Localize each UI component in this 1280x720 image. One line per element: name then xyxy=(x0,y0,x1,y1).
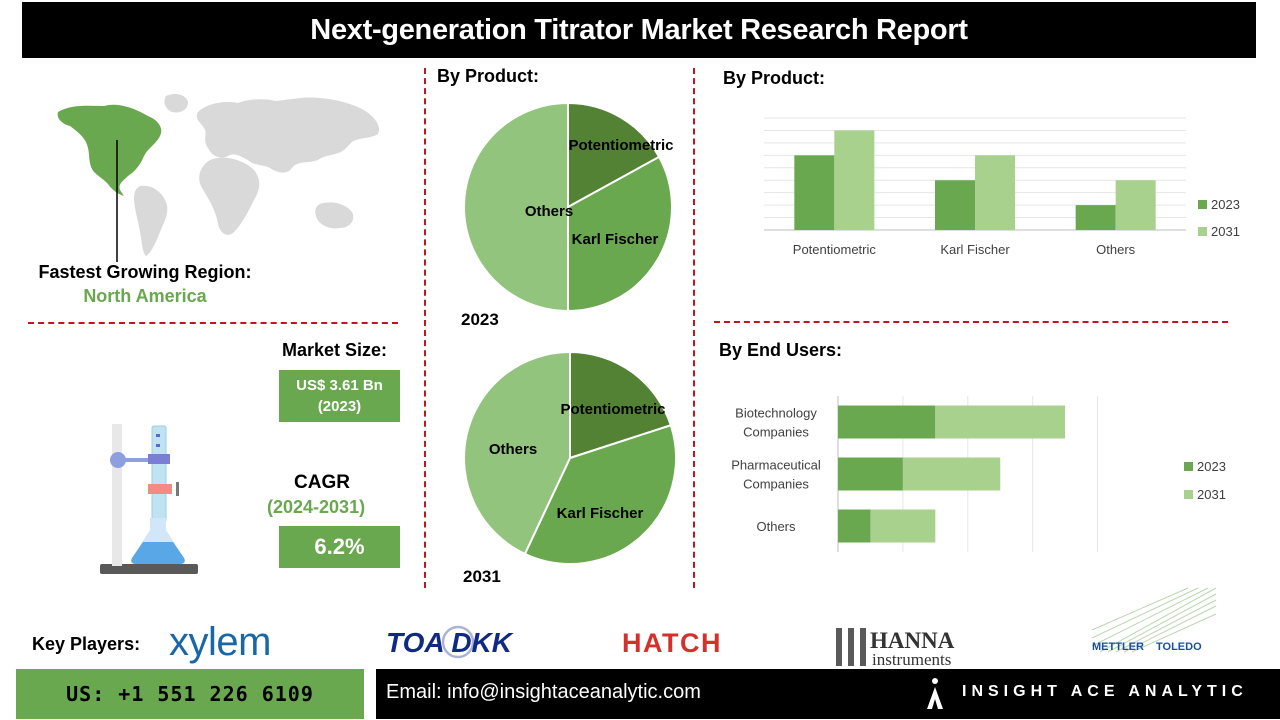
pie-slice-karl-fischer xyxy=(567,155,673,313)
hbar-biotechnology-companies-2023 xyxy=(838,405,936,439)
australia-shape xyxy=(315,202,354,229)
hatch-logo: HATCH xyxy=(622,628,722,658)
pie-chart-2031: Potentiometric Karl Fischer Others xyxy=(463,350,677,565)
bar-category-label: Karl Fischer xyxy=(940,242,1010,257)
market-size-label: Market Size: xyxy=(282,340,388,360)
hbar-legend-label-2031: 2031 xyxy=(1197,487,1226,502)
clamp-arm xyxy=(124,458,156,462)
pie-label-others: Others xyxy=(489,441,537,458)
hbar-others-2031 xyxy=(870,509,936,543)
pie-chart-2023: Potentiometric Karl Fischer Others xyxy=(463,101,674,313)
bar-category-label: Others xyxy=(1096,242,1136,257)
south-america-shape xyxy=(134,185,168,256)
flask-liquid xyxy=(131,542,185,564)
insight-ace-logo-icon xyxy=(927,678,943,709)
pie-slice-potentiometric xyxy=(569,350,673,460)
hanna-logo-subtitle: instruments xyxy=(872,650,951,669)
cagr-value-box: 6.2% xyxy=(279,526,400,568)
bar-legend-label-2031: 2031 xyxy=(1211,224,1240,239)
cagr-years: (2024-2031) xyxy=(267,497,366,517)
stand-rod xyxy=(112,424,122,566)
eurasia-shape xyxy=(196,97,380,173)
key-players-label: Key Players: xyxy=(32,634,141,654)
hbar-pharmaceutical-companies-2023 xyxy=(838,457,903,491)
bar-others-2023 xyxy=(1075,205,1116,230)
stopcock xyxy=(148,484,172,494)
toledo-logo-text: TOLEDO xyxy=(1156,641,1202,653)
market-size-value: US$ 3.61 Bn xyxy=(296,377,383,394)
end-users-bar-chart: Biotechnology Companies Pharmaceutical Comp… xyxy=(731,396,1226,552)
hbar-legend-swatch-2023 xyxy=(1184,462,1193,471)
bar-legend-label-2023: 2023 xyxy=(1211,197,1240,212)
pie-label-karl-fischer: Karl Fischer xyxy=(572,231,659,248)
hbar-category-label: Pharmaceutical Companies xyxy=(731,458,821,492)
pie-year-2031: 2031 xyxy=(463,567,501,586)
pie-label-potentiometric: Potentiometric xyxy=(560,401,665,418)
market-size-box: US$ 3.61 Bn (2023) xyxy=(279,370,400,422)
hbar-biotechnology-companies-2031 xyxy=(935,405,1066,439)
bar-karl-fischer-2023 xyxy=(935,180,975,230)
cagr-label: CAGR xyxy=(294,472,350,493)
market-size-year: (2023) xyxy=(317,398,362,415)
bar-legend-swatch-2023 xyxy=(1198,200,1207,209)
africa-shape xyxy=(199,157,260,235)
bar-category-label: Potentiometric xyxy=(793,242,877,257)
region-label: Fastest Growing Region: xyxy=(38,262,252,282)
hbar-pharmaceutical-companies-2031 xyxy=(902,457,1001,491)
world-map xyxy=(57,94,380,256)
page-title: Next-generation Titrator Market Research… xyxy=(22,2,1256,58)
svg-text:TOA DKK: TOA DKK xyxy=(386,627,514,658)
pie-label-potentiometric: Potentiometric xyxy=(568,137,673,154)
burette-clamp xyxy=(148,454,170,464)
region-value: North America xyxy=(83,286,207,306)
toa-dkk-logo: TOA DKK xyxy=(386,625,514,659)
bar-legend-swatch-2031 xyxy=(1198,227,1207,236)
north-america-highlight xyxy=(57,104,162,196)
mid-divider-left xyxy=(424,68,426,588)
email-link[interactable]: Email: info@insightaceanalytic.com xyxy=(386,681,701,703)
hbar-category-label: Biotechnology Companies xyxy=(735,406,817,440)
bar-potentiometric-2031 xyxy=(834,130,875,230)
region-pointer-line xyxy=(116,140,118,262)
pie-label-others: Others xyxy=(525,203,573,220)
pie-year-2023: 2023 xyxy=(461,310,499,329)
pie-slice-others xyxy=(463,350,571,556)
bar-section-title: By Product: xyxy=(723,68,826,88)
hbar-others-2023 xyxy=(838,509,871,543)
hbar-legend-swatch-2031 xyxy=(1184,490,1193,499)
left-divider xyxy=(28,322,398,324)
hbar-legend-label-2023: 2023 xyxy=(1197,459,1226,474)
product-bar-chart: Potentiometric Karl Fischer Others 2023 2031 xyxy=(764,117,1240,257)
pie-section-title: By Product: xyxy=(437,66,540,86)
email-bar: Email: info@insightaceanalytic.com INSIG… xyxy=(376,669,1280,719)
burette xyxy=(151,425,167,523)
pie-slice-others xyxy=(463,101,569,313)
phone-bar[interactable]: US: +1 551 226 6109 xyxy=(16,669,364,719)
end-users-section-title: By End Users: xyxy=(719,340,843,360)
mettler-logo-text: METTLER xyxy=(1092,641,1144,653)
right-divider xyxy=(714,321,1228,323)
bar-potentiometric-2023 xyxy=(794,155,835,230)
clamp-knob xyxy=(110,452,126,468)
mid-divider-right xyxy=(693,68,695,588)
pie-slice-potentiometric xyxy=(567,101,661,209)
brand-name: INSIGHT ACE ANALYTIC xyxy=(962,683,1248,700)
pie-slice-karl-fischer xyxy=(523,423,677,565)
mettler-toledo-logo: METTLER TOLEDO xyxy=(1091,587,1217,653)
pie-label-karl-fischer: Karl Fischer xyxy=(557,505,644,522)
hanna-logo-name: HANNA xyxy=(870,628,955,653)
xylem-logo: xylem xyxy=(169,620,271,664)
titrator-illustration xyxy=(100,424,198,574)
hanna-logo: HANNA instruments xyxy=(836,628,955,669)
bar-karl-fischer-2031 xyxy=(975,155,1015,230)
hbar-category-label: Others xyxy=(756,519,796,534)
stand-base xyxy=(100,564,198,574)
greenland-shape xyxy=(164,94,188,113)
bar-others-2031 xyxy=(1115,180,1156,230)
